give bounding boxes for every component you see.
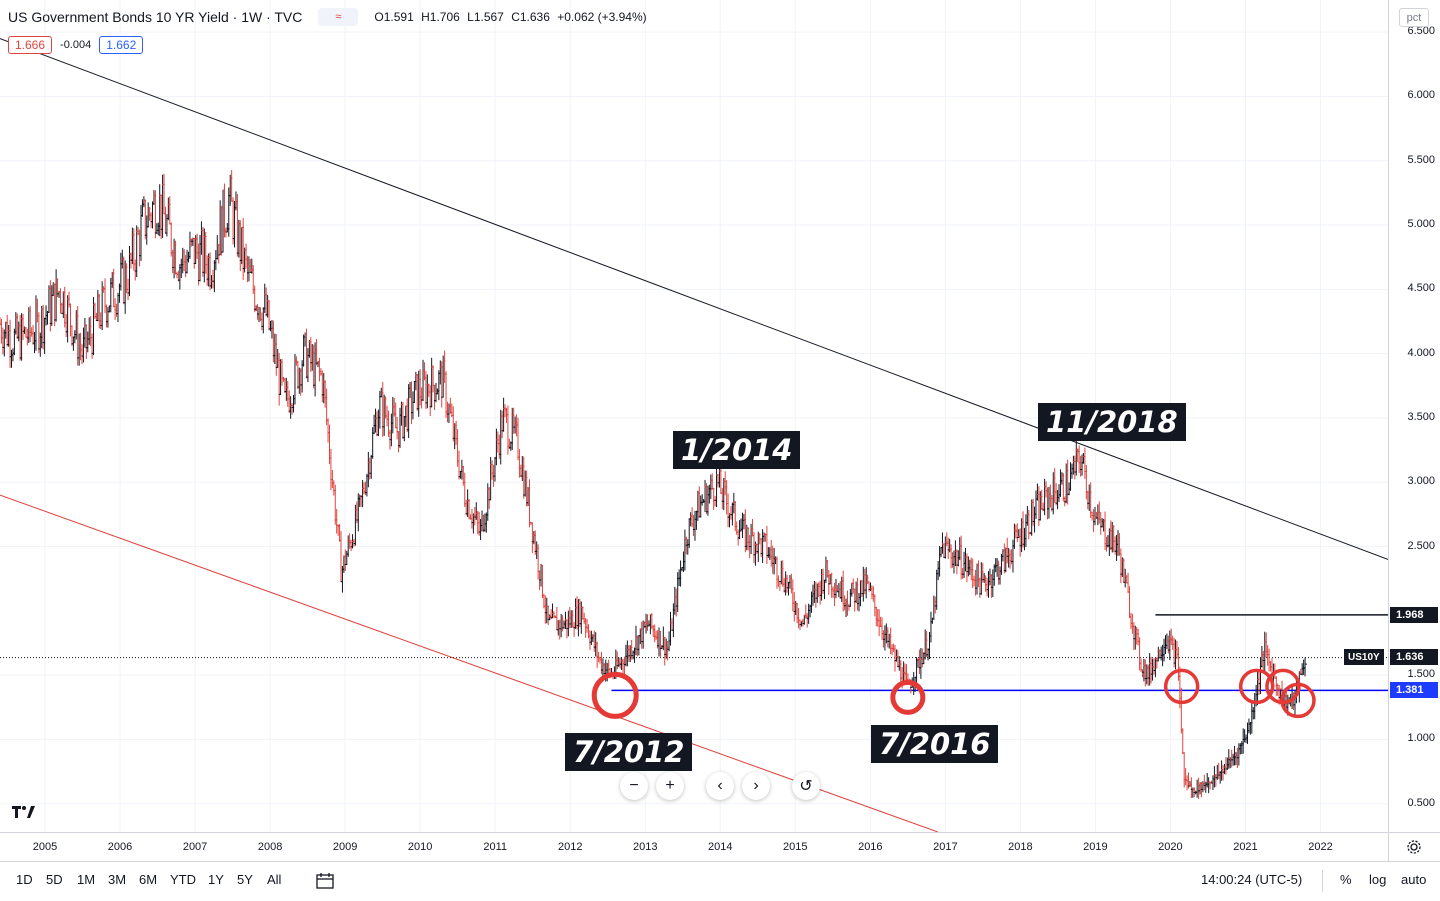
- upper-trendline: [0, 38, 1388, 560]
- price-tick-label: 2.500: [1407, 539, 1435, 552]
- range-button-1y[interactable]: 1Y: [208, 872, 224, 887]
- support-touch-circle: [1163, 668, 1200, 705]
- price-tick-label: 5.500: [1407, 153, 1435, 166]
- approx-mode-icon[interactable]: ≈: [318, 8, 359, 26]
- date-range-icon[interactable]: [316, 873, 334, 889]
- auto-scale-toggle[interactable]: auto: [1401, 872, 1427, 887]
- support-touch-circle: [890, 679, 926, 715]
- time-tick-label: 2005: [32, 841, 58, 853]
- close-value: C1.636: [511, 10, 550, 24]
- time-tick-label: 2022: [1308, 841, 1333, 853]
- open-value: O1.591: [374, 10, 414, 24]
- range-button-1d[interactable]: 1D: [16, 872, 33, 887]
- log-scale-toggle[interactable]: log: [1369, 872, 1387, 887]
- price-tick-label: 4.500: [1407, 282, 1435, 295]
- time-scale[interactable]: 2005 2006 2007 2008 2009 2010 2011 2012 2013 2014…: [0, 832, 1388, 861]
- annotation-1-2014[interactable]: 1/2014: [673, 431, 801, 469]
- time-tick-label: 2010: [407, 841, 433, 853]
- price-tick-label: 3.000: [1407, 475, 1435, 488]
- price-tick-label: 0.500: [1407, 796, 1435, 809]
- zoom-in-button[interactable]: +: [656, 772, 684, 800]
- price-scale[interactable]: 6.500 6.000 5.500 5.000 4.500 4.000 3.500 3.000…: [1388, 0, 1440, 832]
- time-tick-label: 2017: [933, 841, 958, 853]
- clock-timezone[interactable]: 14:00:24 (UTC-5): [1201, 872, 1303, 887]
- range-button-all[interactable]: All: [267, 872, 282, 887]
- symbol-tag: US10Y: [1344, 649, 1384, 665]
- price-tick-label: 1.500: [1407, 668, 1435, 681]
- tradingview-logo-icon: [12, 806, 35, 818]
- range-button-5d[interactable]: 5D: [46, 872, 63, 887]
- percent-scale-toggle[interactable]: %: [1340, 872, 1352, 887]
- chart-area[interactable]: [0, 0, 1388, 832]
- gear-icon[interactable]: [1406, 839, 1422, 855]
- ohlc-bar: [764, 525, 769, 564]
- bottom-toolbar: 1D 5D 1M 3M 6M YTD 1Y 5Y All 14:00:24 (UTC-5) % …: [0, 861, 1440, 901]
- time-tick-label: 2018: [1008, 841, 1033, 853]
- chart-legend: US Government Bonds 10 YR Yield · 1W · T…: [8, 8, 651, 26]
- time-tick-label: 2020: [1158, 841, 1183, 853]
- change-value: +0.062 (+3.94%): [557, 10, 647, 24]
- high-value: H1.706: [421, 10, 460, 24]
- trade-box: 1.666 -0.004 1.662: [8, 35, 144, 55]
- lower-trendline: [0, 494, 939, 832]
- time-tick-label: 2009: [332, 841, 358, 853]
- price-tick-label: 6.000: [1407, 89, 1435, 102]
- chevron-right-icon: ›: [753, 777, 759, 794]
- buy-price-button[interactable]: 1.662: [99, 36, 144, 54]
- zoom-out-button[interactable]: −: [620, 772, 648, 800]
- price-tick-label: 4.000: [1407, 346, 1435, 359]
- range-button-3m[interactable]: 3M: [108, 872, 127, 887]
- plus-icon: +: [665, 777, 675, 794]
- annotation-7-2012[interactable]: 7/2012: [565, 733, 693, 771]
- price-tick-label: 3.500: [1407, 410, 1435, 423]
- support-touch-circle: [1238, 668, 1275, 705]
- chevron-left-icon: ‹: [717, 777, 723, 794]
- time-tick-label: 2008: [257, 841, 283, 853]
- spread-value: -0.004: [60, 39, 92, 51]
- support-price-tag: 1.381: [1390, 682, 1438, 698]
- price-chart[interactable]: [0, 0, 1388, 832]
- annotation-11-2018[interactable]: 11/2018: [1038, 403, 1186, 441]
- time-tick-label: 2012: [557, 841, 583, 853]
- symbol-title[interactable]: US Government Bonds 10 YR Yield · 1W · T…: [8, 9, 303, 25]
- scroll-right-button[interactable]: ›: [742, 772, 770, 800]
- time-tick-label: 2015: [783, 841, 808, 853]
- price-tick-label: 6.500: [1407, 25, 1435, 38]
- annotation-7-2016[interactable]: 7/2016: [871, 725, 999, 763]
- minus-icon: −: [629, 777, 639, 794]
- resistance-price-tag: 1.968: [1390, 607, 1438, 623]
- range-button-6m[interactable]: 6M: [139, 872, 158, 887]
- time-tick-label: 2019: [1083, 841, 1108, 853]
- last-price-tag: 1.636: [1390, 649, 1438, 665]
- reset-chart-button[interactable]: ↺: [792, 772, 820, 800]
- tradingview-logo[interactable]: [10, 800, 38, 822]
- reset-icon: ↺: [799, 778, 813, 795]
- time-tick-label: 2013: [632, 841, 658, 853]
- range-button-1m[interactable]: 1M: [77, 872, 96, 887]
- range-button-ytd[interactable]: YTD: [170, 872, 196, 887]
- support-touch-circle: [1280, 682, 1316, 719]
- scroll-left-button[interactable]: ‹: [706, 772, 734, 800]
- toolbar-divider: [1322, 870, 1323, 892]
- range-button-5y[interactable]: 5Y: [237, 872, 253, 887]
- time-tick-label: 2006: [107, 841, 133, 853]
- price-unit-label[interactable]: pct: [1399, 8, 1429, 27]
- ohlc-values: O1.591 H1.706 L1.567 C1.636 +0.062 (+3.9…: [374, 10, 650, 24]
- sell-price-button[interactable]: 1.666: [8, 36, 53, 54]
- ohlc-bar: [1303, 657, 1308, 677]
- price-tick-label: 1.000: [1407, 732, 1435, 745]
- support-touch-circle: [591, 671, 639, 719]
- time-tick-label: 2016: [858, 841, 883, 853]
- time-tick-label: 2014: [708, 841, 733, 853]
- price-tick-label: 5.000: [1407, 218, 1435, 231]
- low-value: L1.567: [467, 10, 504, 24]
- time-tick-label: 2011: [483, 841, 507, 853]
- chart-settings-corner[interactable]: [1388, 832, 1440, 861]
- time-tick-label: 2021: [1233, 841, 1258, 853]
- time-tick-label: 2007: [182, 841, 208, 853]
